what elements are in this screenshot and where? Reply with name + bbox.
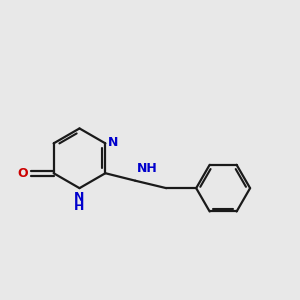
Text: N: N bbox=[74, 190, 85, 204]
Text: N: N bbox=[108, 136, 118, 148]
Text: O: O bbox=[17, 167, 28, 180]
Text: H: H bbox=[74, 200, 85, 213]
Text: NH: NH bbox=[137, 162, 158, 175]
